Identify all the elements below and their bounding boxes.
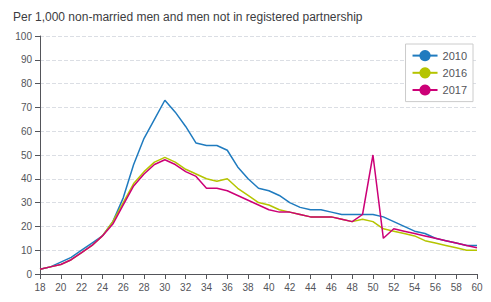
svg-text:24: 24: [97, 282, 109, 293]
svg-text:32: 32: [180, 282, 192, 293]
svg-text:2016: 2016: [443, 67, 467, 79]
svg-text:40: 40: [263, 282, 275, 293]
svg-text:100: 100: [15, 31, 32, 42]
svg-text:30: 30: [21, 197, 33, 208]
svg-text:40: 40: [21, 173, 33, 184]
svg-text:58: 58: [451, 282, 463, 293]
svg-text:2010: 2010: [443, 50, 467, 62]
svg-text:70: 70: [21, 102, 33, 113]
svg-text:50: 50: [21, 150, 33, 161]
svg-text:0: 0: [26, 269, 32, 280]
svg-text:20: 20: [21, 221, 33, 232]
svg-text:26: 26: [118, 282, 130, 293]
svg-text:42: 42: [284, 282, 296, 293]
svg-text:18: 18: [34, 282, 46, 293]
svg-text:46: 46: [326, 282, 338, 293]
svg-text:Per 1,000 non-married men and: Per 1,000 non-married men and men not in…: [13, 10, 363, 24]
svg-text:54: 54: [409, 282, 421, 293]
svg-text:22: 22: [76, 282, 88, 293]
svg-text:10: 10: [21, 245, 33, 256]
svg-text:60: 60: [471, 282, 483, 293]
svg-text:28: 28: [138, 282, 150, 293]
svg-text:90: 90: [21, 54, 33, 65]
svg-text:44: 44: [305, 282, 317, 293]
svg-text:50: 50: [367, 282, 379, 293]
svg-text:38: 38: [243, 282, 255, 293]
svg-text:36: 36: [222, 282, 234, 293]
svg-text:30: 30: [159, 282, 171, 293]
svg-text:34: 34: [201, 282, 213, 293]
svg-text:20: 20: [55, 282, 67, 293]
svg-text:80: 80: [21, 78, 33, 89]
svg-text:52: 52: [388, 282, 400, 293]
svg-text:2017: 2017: [443, 84, 467, 96]
svg-text:56: 56: [430, 282, 442, 293]
svg-text:60: 60: [21, 126, 33, 137]
svg-text:48: 48: [347, 282, 359, 293]
